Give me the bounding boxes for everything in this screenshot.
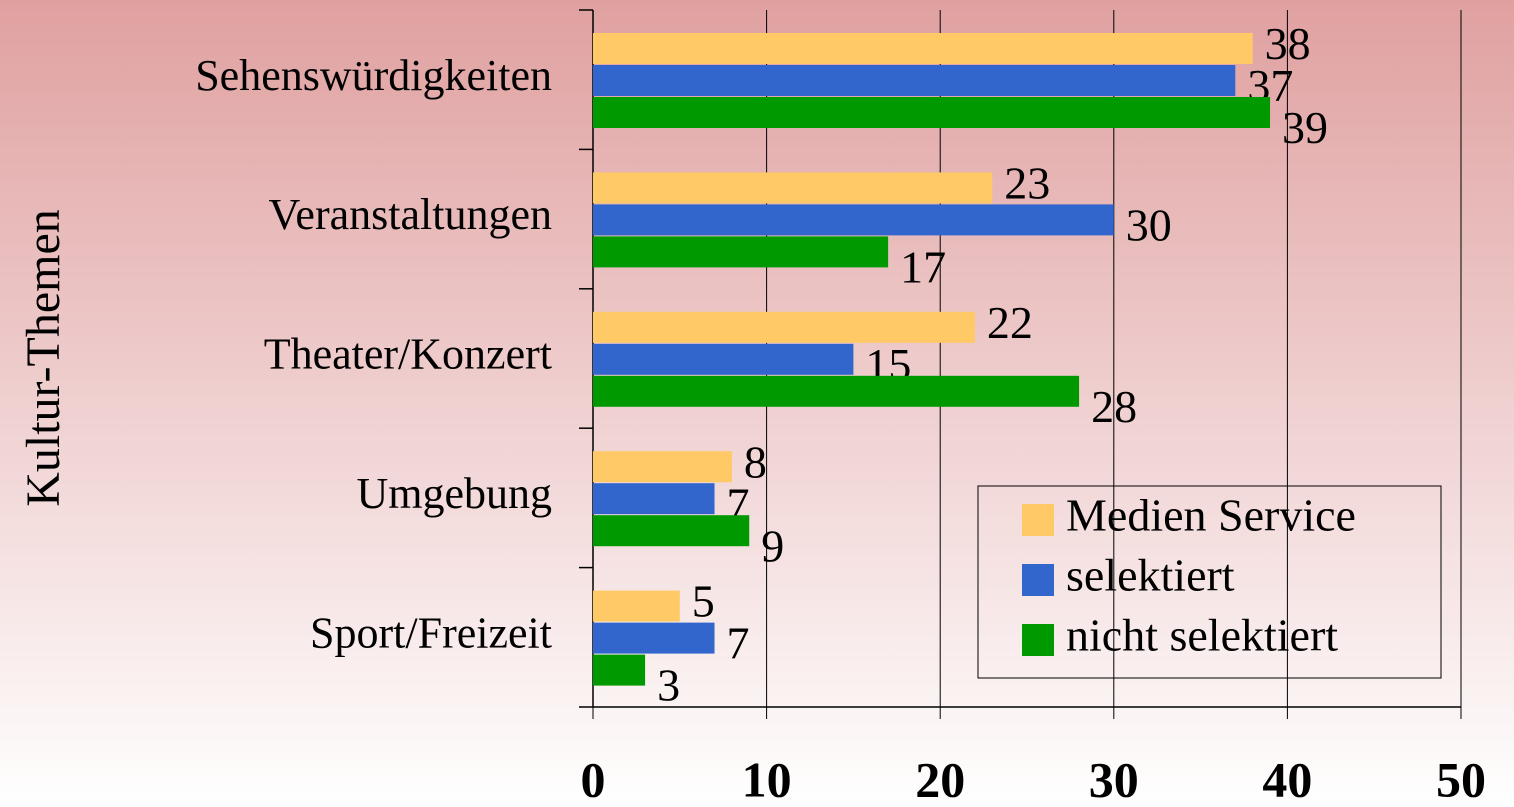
bar (593, 515, 750, 547)
legend-label: selektiert (1066, 550, 1235, 601)
data-label: 7 (727, 618, 750, 669)
data-label: 3 (657, 660, 680, 711)
data-label: 5 (692, 576, 715, 627)
legend-swatch (1022, 564, 1054, 596)
data-label: 8 (744, 436, 767, 487)
bar (593, 343, 854, 375)
data-label: 17 (900, 241, 946, 292)
data-label: 23 (1004, 157, 1050, 208)
bar (593, 172, 993, 204)
bar (593, 483, 715, 515)
legend-label: nicht selektiert (1066, 610, 1338, 661)
bar (593, 33, 1253, 64)
y-tick-label: Veranstaltungen (269, 190, 552, 239)
legend-label: Medien Service (1066, 490, 1356, 541)
x-tick-label: 50 (1436, 751, 1486, 807)
data-label: 9 (761, 520, 784, 571)
bar (593, 65, 1236, 96)
x-tick-label: 10 (742, 751, 792, 807)
bar (593, 97, 1271, 128)
x-tick-label: 0 (581, 751, 606, 807)
x-tick-label: 40 (1262, 751, 1312, 807)
x-tick-label: 20 (915, 751, 965, 807)
data-label: 30 (1126, 199, 1172, 250)
bar (593, 590, 680, 622)
legend-box (977, 485, 1442, 679)
bar (593, 451, 732, 483)
x-tick-label: 30 (1089, 751, 1139, 807)
legend-swatch (1022, 624, 1054, 656)
bar (593, 654, 646, 686)
data-label: 38 (1265, 18, 1311, 69)
legend-swatch (1022, 504, 1054, 536)
bar (593, 204, 1114, 236)
y-tick-label: Sport/Freizeit (310, 608, 552, 657)
y-axis-label: Kultur-Themen (17, 209, 70, 507)
bar (593, 236, 889, 268)
bar (593, 622, 715, 654)
bar (593, 375, 1080, 407)
bar (593, 311, 975, 343)
y-tick-label: Sehenswürdigkeiten (195, 51, 552, 100)
data-label: 28 (1091, 381, 1137, 432)
data-label: 22 (987, 297, 1033, 348)
y-tick-label: Umgebung (356, 469, 552, 518)
data-label: 39 (1282, 102, 1328, 153)
y-tick-label: Theater/Konzert (264, 330, 552, 379)
